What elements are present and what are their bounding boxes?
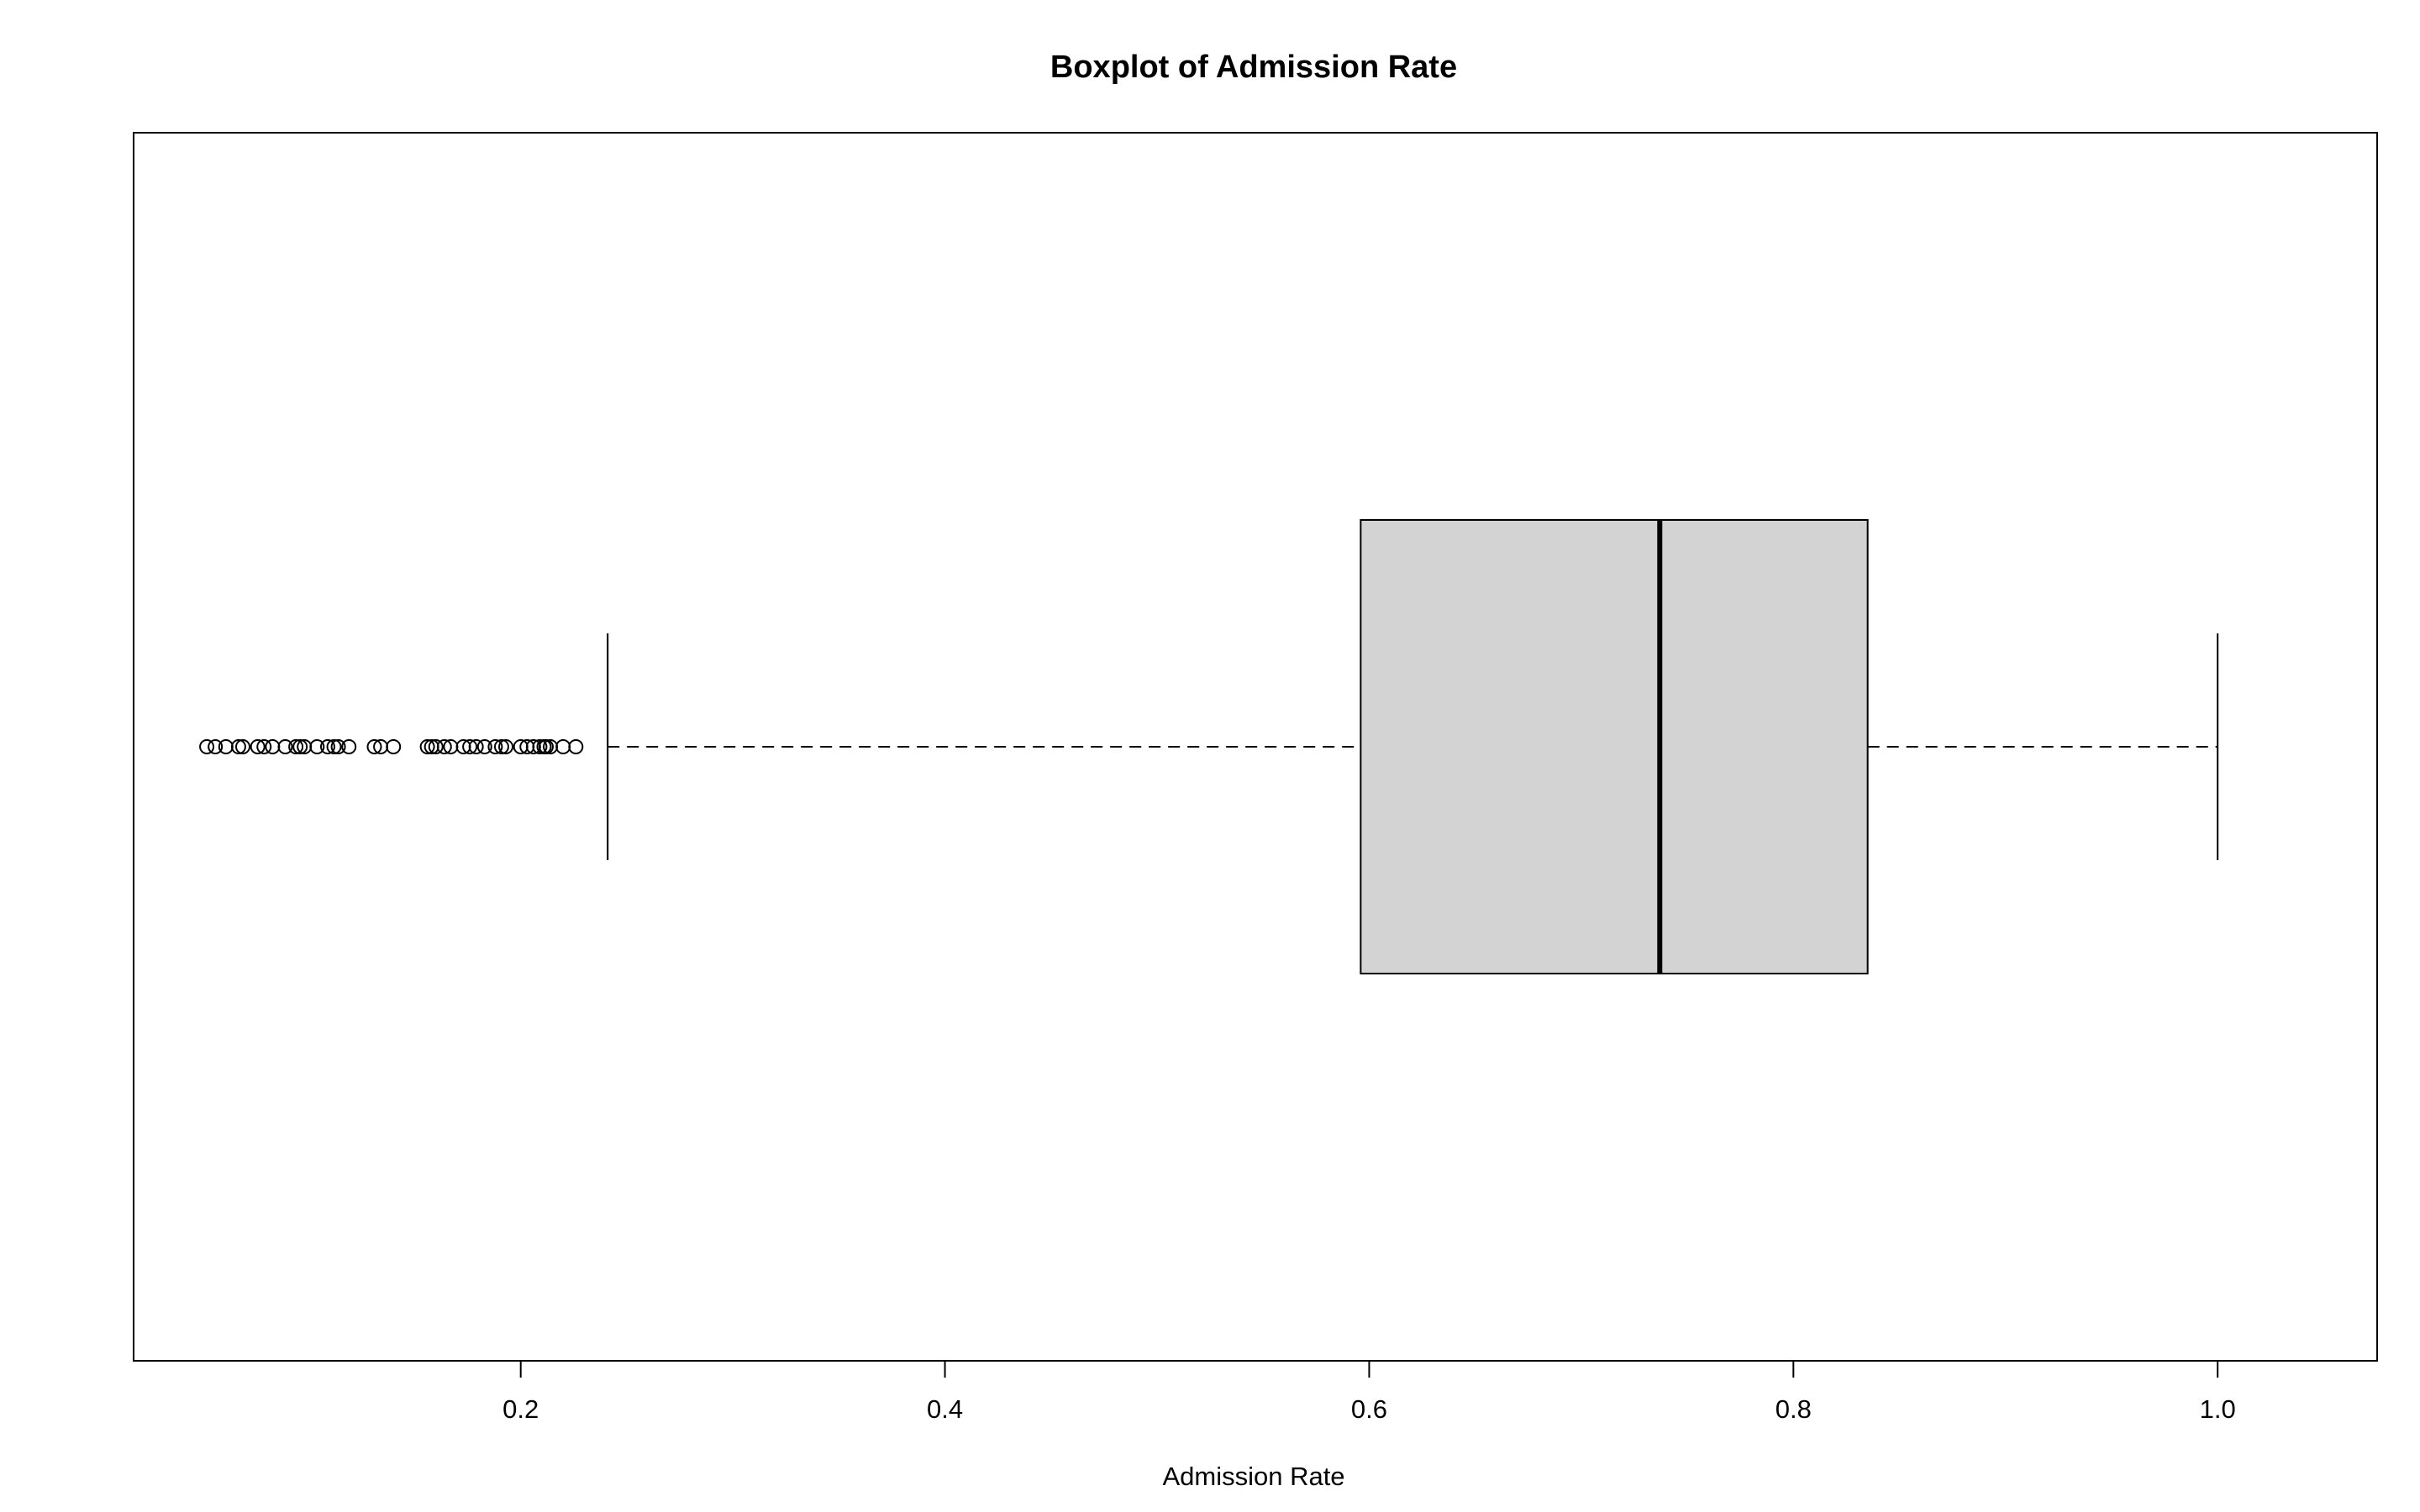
outlier-point: [436, 739, 452, 754]
outlier-point: [568, 739, 584, 754]
x-axis-label: Admission Rate: [1162, 1462, 1344, 1491]
outlier-point: [538, 739, 554, 754]
outlier-point: [468, 739, 484, 754]
outlier-point: [230, 739, 246, 754]
outlier-point: [326, 739, 342, 754]
box-iqr: [1360, 519, 1869, 974]
outlier-point: [256, 739, 272, 754]
outlier-point: [555, 739, 571, 754]
chart-title: Boxplot of Admission Rate: [1050, 50, 1457, 85]
outlier-point: [309, 739, 325, 754]
outlier-point: [493, 739, 509, 754]
outlier-point: [476, 739, 492, 754]
outlier-point: [386, 739, 402, 754]
outlier-point: [319, 739, 335, 754]
x-tick-label: 0.2: [502, 1394, 539, 1424]
outlier-point: [419, 739, 435, 754]
outlier-point: [532, 739, 548, 754]
x-tick-label: 1.0: [2200, 1394, 2236, 1424]
outlier-point: [208, 739, 224, 754]
x-tick-label: 0.6: [1351, 1394, 1387, 1424]
outlier-point: [277, 739, 293, 754]
outlier-point: [498, 739, 514, 754]
outlier-point: [292, 739, 308, 754]
outlier-point: [428, 739, 444, 754]
outlier-point: [265, 739, 281, 754]
x-tick-label: 0.4: [927, 1394, 963, 1424]
outlier-point: [288, 739, 304, 754]
outlier-point: [341, 739, 357, 754]
data-layer: [199, 519, 2219, 974]
outlier-point: [199, 739, 215, 754]
outlier-point: [250, 739, 266, 754]
outlier-point: [330, 739, 346, 754]
outlier-point: [235, 739, 251, 754]
x-tick-label: 0.8: [1776, 1394, 1812, 1424]
outlier-point: [462, 739, 478, 754]
x-axis: 0.2 0.4 0.6 0.8 1.0: [502, 1360, 2236, 1424]
outlier-point: [366, 739, 382, 754]
outlier-point: [487, 739, 503, 754]
